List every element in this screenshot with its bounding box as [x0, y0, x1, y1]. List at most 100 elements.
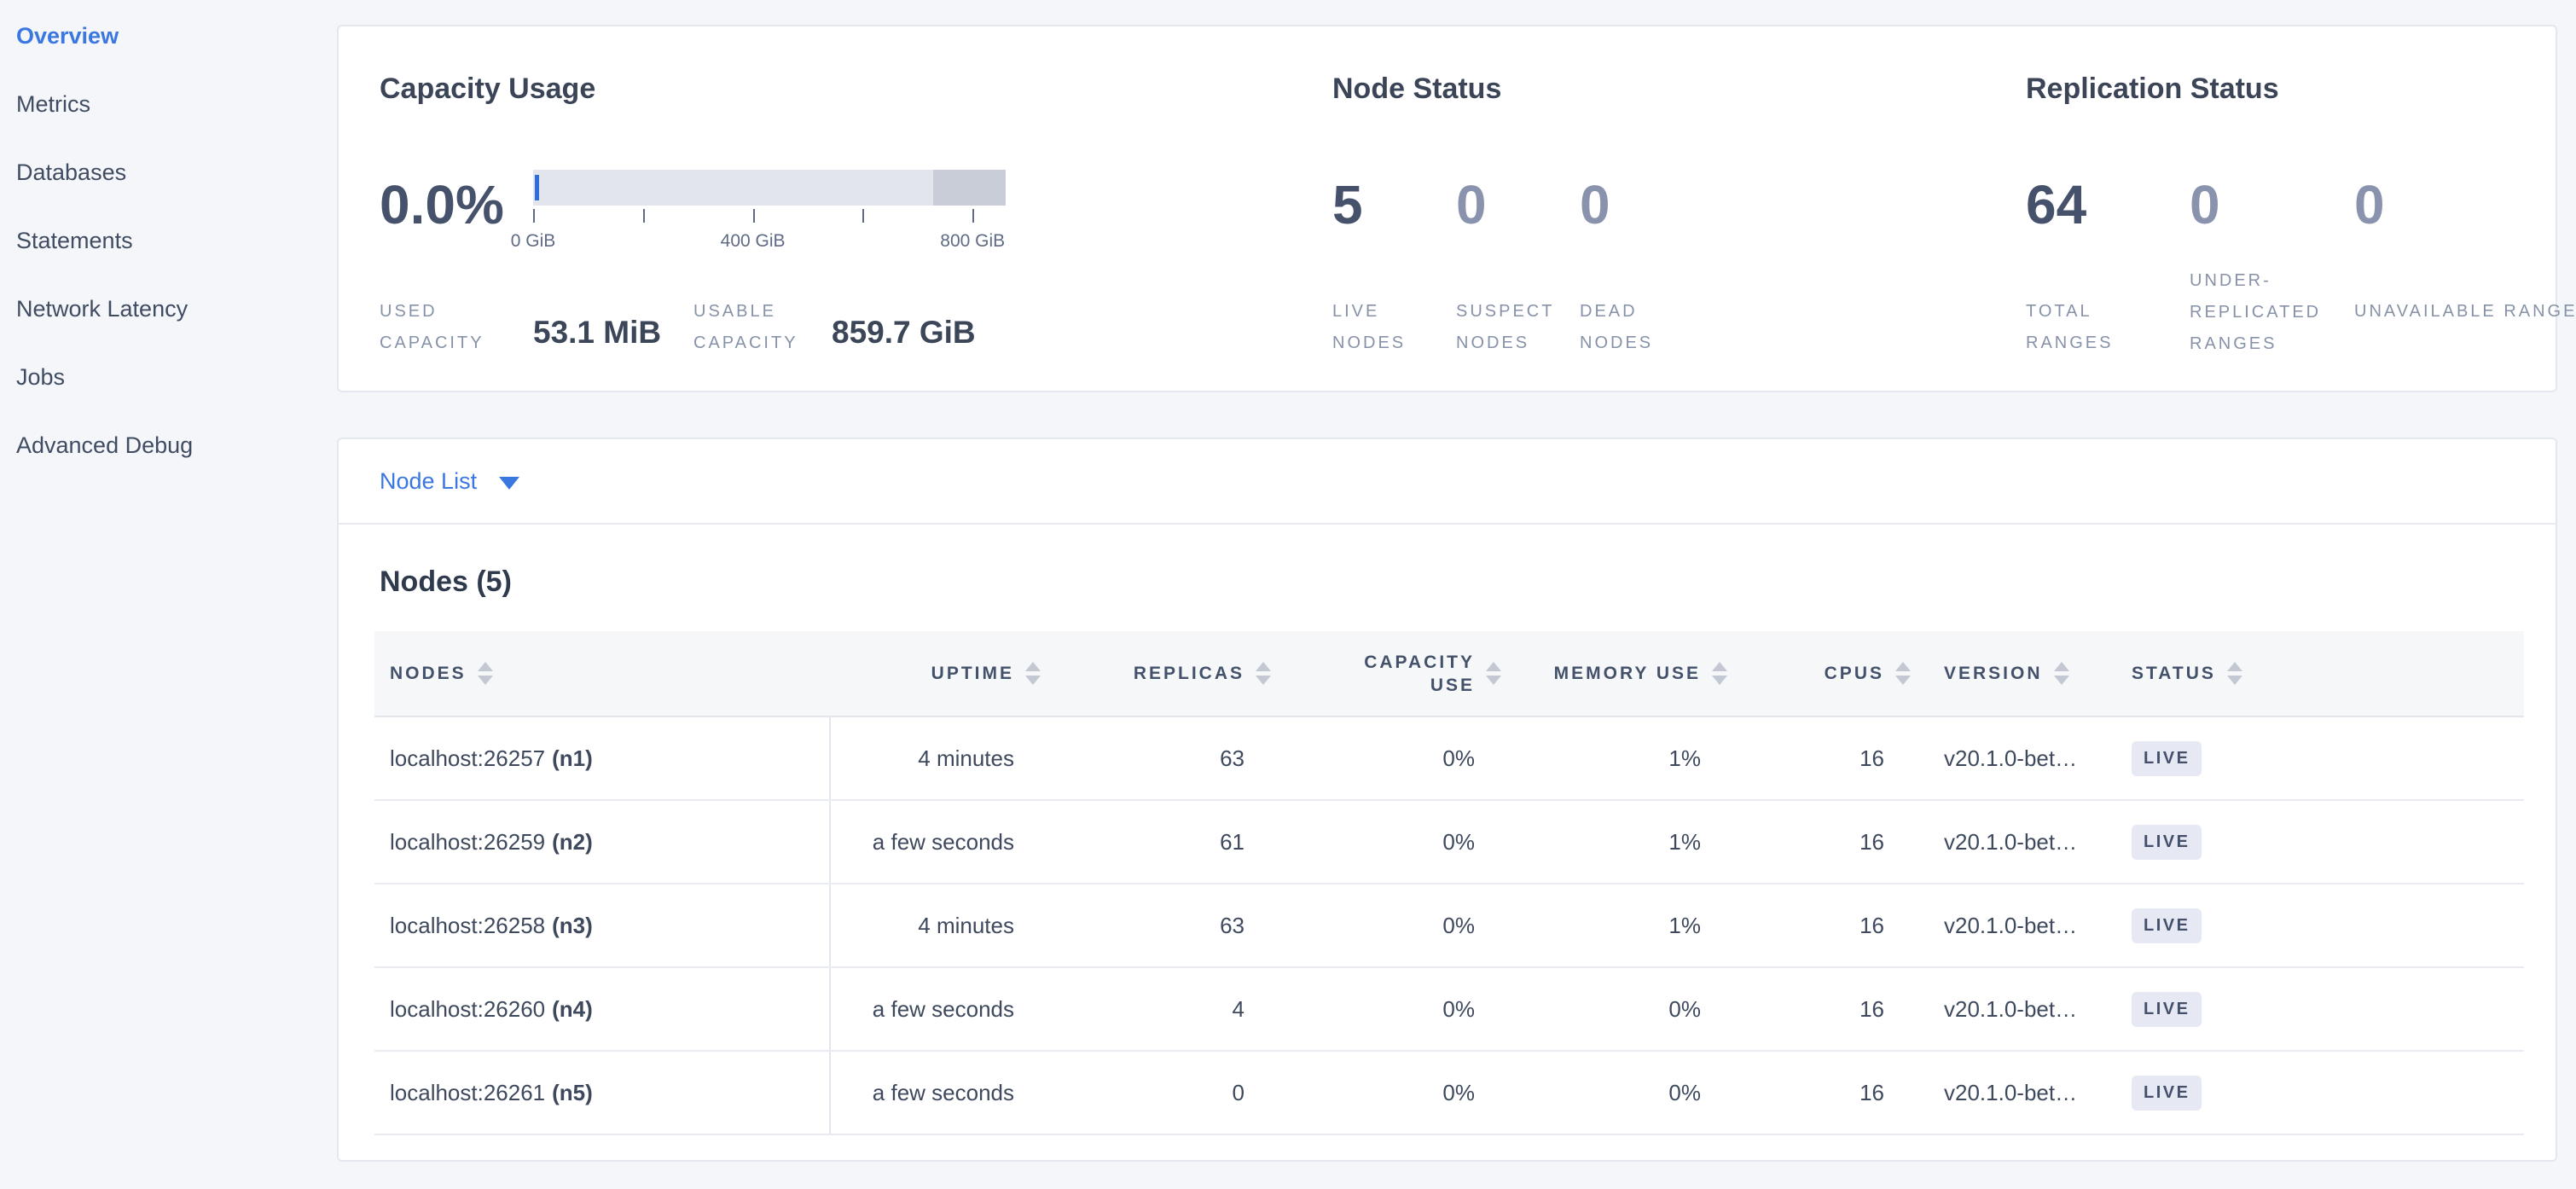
- capacity-use-cell: 0%: [1296, 1051, 1526, 1135]
- sort-icon: [1895, 662, 1911, 685]
- usable-capacity-value: 859.7 GiB: [832, 315, 976, 350]
- capacity-use-cell: 0%: [1296, 967, 1526, 1052]
- axis-tick: [972, 209, 975, 223]
- sort-icon: [477, 662, 493, 685]
- node-list-card: Node List Nodes (5) NODES: [337, 438, 2557, 1162]
- capacity-percent: 0.0%: [380, 174, 504, 235]
- table-row[interactable]: localhost:26257 (n1) 4 minutes 63 0% 1% 1…: [374, 716, 2524, 801]
- column-header-replicas[interactable]: REPLICAS: [1065, 631, 1296, 717]
- column-label: CAPACITY USE: [1364, 652, 1475, 695]
- cpus-cell: 16: [1756, 716, 1927, 801]
- used-capacity-label: USED CAPACITY: [380, 302, 484, 352]
- axis-tick-label: 400 GiB: [720, 231, 786, 251]
- column-header-memory-use[interactable]: MEMORY USE: [1526, 631, 1756, 717]
- sidebar: Overview Metrics Databases Statements Ne…: [0, 0, 337, 1189]
- table-row[interactable]: localhost:26261 (n5) a few seconds 0 0% 0…: [374, 1051, 2524, 1135]
- sidebar-item-databases[interactable]: Databases: [16, 159, 127, 185]
- sidebar-item-advanced-debug[interactable]: Advanced Debug: [16, 432, 194, 458]
- uptime-cell: 4 minutes: [830, 884, 1065, 968]
- replicas-cell: 63: [1065, 716, 1296, 801]
- uptime-cell: a few seconds: [830, 1051, 1065, 1135]
- cpus-cell: 16: [1756, 800, 1927, 884]
- replicas-cell: 63: [1065, 884, 1296, 968]
- dead-nodes-count: 0: [1580, 174, 1610, 235]
- node-list-view-dropdown[interactable]: Node List: [380, 467, 520, 495]
- uptime-cell: a few seconds: [830, 800, 1065, 884]
- sort-icon: [1256, 662, 1271, 685]
- cluster-summary-card: Capacity Usage 0.0% 0 GiB 400 GiB 800 Gi…: [337, 25, 2576, 392]
- node-address-link[interactable]: localhost:26257: [390, 745, 546, 771]
- suspect-nodes-label: SUSPECT NODES: [1456, 302, 1555, 352]
- status-cell: LIVE: [2115, 884, 2524, 968]
- axis-tick: [642, 209, 645, 223]
- axis-tick-label: 0 GiB: [510, 231, 556, 251]
- status-badge: LIVE: [2132, 824, 2202, 860]
- replicas-cell: 0: [1065, 1051, 1296, 1135]
- node-list-view-label: Node List: [380, 467, 478, 494]
- column-label: CPUS: [1824, 663, 1884, 683]
- sort-icon: [2053, 662, 2069, 685]
- sidebar-item-statements[interactable]: Statements: [16, 227, 133, 253]
- status-cell: LIVE: [2115, 967, 2524, 1052]
- column-header-uptime[interactable]: UPTIME: [830, 631, 1065, 717]
- table-row[interactable]: localhost:26260 (n4) a few seconds 4 0% 0…: [374, 967, 2524, 1052]
- column-label: MEMORY USE: [1553, 663, 1701, 683]
- unavailable-ranges-count: 0: [2354, 174, 2385, 235]
- column-header-nodes[interactable]: NODES: [374, 631, 830, 717]
- capacity-usage-title: Capacity Usage: [380, 72, 596, 105]
- usable-capacity-label: USABLE CAPACITY: [693, 302, 798, 352]
- table-row[interactable]: localhost:26259 (n2) a few seconds 61 0% …: [374, 800, 2524, 884]
- sort-icon: [2226, 662, 2242, 685]
- column-header-status[interactable]: STATUS: [2115, 631, 2524, 717]
- replicas-cell: 61: [1065, 800, 1296, 884]
- capacity-use-cell: 0%: [1296, 884, 1526, 968]
- capacity-use-cell: 0%: [1296, 800, 1526, 884]
- node-address-link[interactable]: localhost:26259: [390, 828, 546, 855]
- uptime-cell: a few seconds: [830, 967, 1065, 1052]
- column-label: REPLICAS: [1133, 663, 1244, 683]
- node-id: (n5): [552, 1079, 593, 1105]
- node-list-toolbar: Node List: [339, 439, 2556, 525]
- status-badge: LIVE: [2132, 1075, 2202, 1111]
- version-cell: v20.1.0-bet…: [1927, 884, 2115, 968]
- nodes-table-header-row: NODES UPTIME REPLICAS CAPACIT: [374, 631, 2524, 717]
- sort-icon: [1486, 662, 1501, 685]
- node-id: (n2): [552, 828, 593, 855]
- sidebar-item-overview[interactable]: Overview: [16, 22, 119, 49]
- status-cell: LIVE: [2115, 800, 2524, 884]
- node-id: (n3): [552, 912, 593, 938]
- memory-use-cell: 0%: [1526, 967, 1756, 1052]
- under-replicated-label: UNDER-REPLICATED RANGES: [2190, 271, 2322, 353]
- live-nodes-label: LIVE NODES: [1332, 302, 1407, 352]
- node-id: (n1): [552, 745, 593, 771]
- sidebar-nav-list: Overview Metrics Databases Statements Ne…: [0, 2, 337, 479]
- memory-use-cell: 1%: [1526, 884, 1756, 968]
- node-address-link[interactable]: localhost:26261: [390, 1079, 546, 1105]
- used-capacity-value: 53.1 MiB: [533, 315, 662, 350]
- sidebar-item-network-latency[interactable]: Network Latency: [16, 295, 189, 322]
- cpus-cell: 16: [1756, 967, 1927, 1052]
- sort-icon: [1025, 662, 1041, 685]
- node-address-link[interactable]: localhost:26258: [390, 912, 546, 938]
- column-header-version[interactable]: VERSION: [1927, 631, 2115, 717]
- table-row[interactable]: localhost:26258 (n3) 4 minutes 63 0% 1% 1…: [374, 884, 2524, 968]
- axis-tick: [533, 209, 535, 223]
- sidebar-item-metrics[interactable]: Metrics: [16, 90, 90, 117]
- column-header-cpus[interactable]: CPUS: [1756, 631, 1927, 717]
- node-address-link[interactable]: localhost:26260: [390, 995, 546, 1022]
- node-id: (n4): [552, 995, 593, 1022]
- version-cell: v20.1.0-bet…: [1927, 716, 2115, 801]
- column-label: VERSION: [1944, 663, 2043, 683]
- capacity-bar-chart: [533, 170, 1006, 206]
- memory-use-cell: 0%: [1526, 1051, 1756, 1135]
- nodes-table: NODES UPTIME REPLICAS CAPACIT: [374, 631, 2524, 1135]
- status-badge: LIVE: [2132, 991, 2202, 1027]
- capacity-used-marker: [535, 175, 539, 200]
- column-header-capacity-use[interactable]: CAPACITY USE: [1296, 631, 1526, 717]
- version-cell: v20.1.0-bet…: [1927, 1051, 2115, 1135]
- uptime-cell: 4 minutes: [830, 716, 1065, 801]
- chevron-down-icon: [499, 476, 520, 490]
- replication-status-title: Replication Status: [2026, 72, 2279, 105]
- sidebar-item-jobs[interactable]: Jobs: [16, 363, 66, 390]
